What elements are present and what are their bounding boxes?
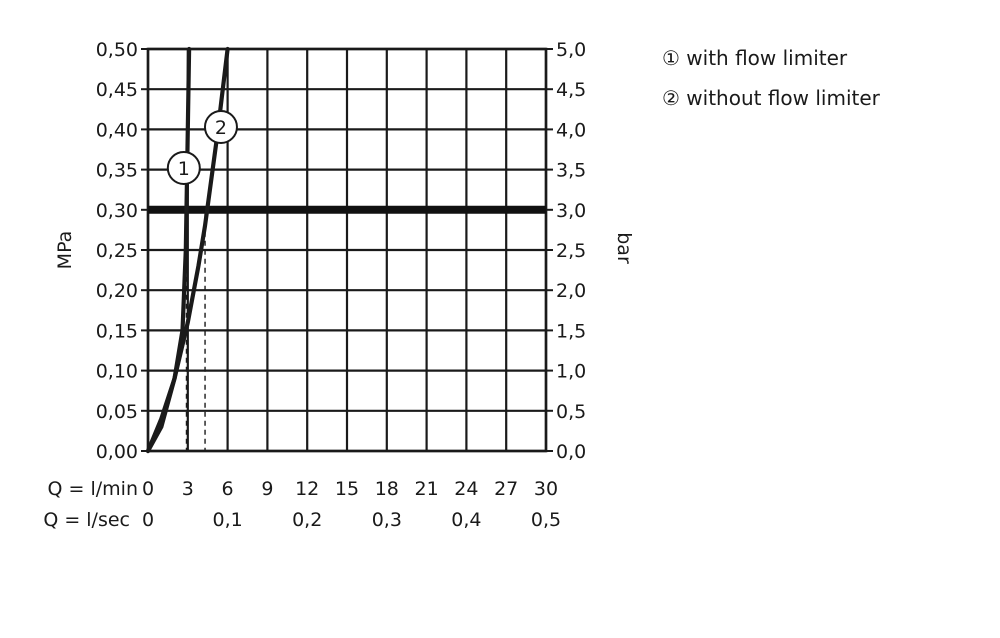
y-left-tick-label: 0,25 [96, 240, 138, 262]
curve-marker-circle-2 [203, 109, 238, 144]
y-left-tick-label: 0,10 [96, 361, 138, 383]
y-right-tick-label: 1,5 [556, 320, 586, 342]
y-left-tick-label: 0,05 [96, 401, 138, 423]
chart-grid [141, 47, 553, 453]
x-secondary-axis-label: Q = l/sec [43, 509, 130, 531]
y-right-tick-label: 2,5 [556, 240, 586, 262]
curve-marker-label-1: 1 [178, 158, 190, 180]
y-left-tick-label: 0,50 [96, 39, 138, 61]
y-left-tick-label: 0,35 [96, 160, 138, 182]
y-left-tick-label: 0,40 [96, 119, 138, 141]
y-right-tick-label: 2,0 [556, 280, 586, 302]
x-primary-axis-label: Q = l/min [48, 478, 138, 500]
y-right-tick-label: 0,5 [556, 401, 586, 423]
x-primary-tick-label: 3 [182, 478, 194, 500]
x-primary-tick-label: 6 [222, 478, 234, 500]
x-primary-tick-label: 0 [142, 478, 154, 500]
y-right-tick-label: 5,0 [556, 39, 586, 61]
curve-marker-circle-1 [166, 150, 201, 185]
x-secondary-tick-label: 0 [142, 509, 154, 531]
legend-entry-2-text: ② without flow limiter [662, 86, 880, 110]
x-primary-tick-label: 15 [335, 478, 359, 500]
x-primary-tick-label: 24 [454, 478, 478, 500]
legend-entry-1-text: ① with flow limiter [662, 46, 848, 70]
x-secondary-tick-label: 0,2 [292, 509, 322, 531]
x-primary-tick-label: 30 [534, 478, 558, 500]
curve-marker-label-2: 2 [215, 117, 227, 139]
plot-frame [146, 47, 548, 453]
series-line-1 [145, 46, 192, 454]
y-right-tick-label: 4,0 [556, 119, 586, 141]
y-right-tick-label: 1,0 [556, 361, 586, 383]
y-right-tick-label: 3,5 [556, 160, 586, 182]
y-left-axis-label: MPa [54, 231, 76, 270]
legend-entry-2: ② without flow limiter [662, 86, 880, 110]
legend-entry-1: ① with flow limiter [662, 46, 847, 70]
x-secondary-tick-label: 0,3 [372, 509, 402, 531]
y-left-tick-label: 0,00 [96, 441, 138, 463]
y-right-axis-label: bar [613, 232, 635, 264]
y-left-tick-label: 0,45 [96, 79, 138, 101]
chart-labels: 0,000,050,100,150,200,250,300,350,400,45… [43, 39, 635, 531]
x-primary-tick-label: 27 [494, 478, 518, 500]
x-primary-tick-label: 18 [375, 478, 399, 500]
y-left-tick-label: 0,20 [96, 280, 138, 302]
y-left-tick-label: 0,30 [96, 200, 138, 222]
x-primary-tick-label: 9 [261, 478, 273, 500]
series-line-2 [145, 46, 230, 454]
x-primary-tick-label: 12 [295, 478, 319, 500]
x-secondary-tick-label: 0,4 [451, 509, 481, 531]
x-secondary-tick-label: 0,5 [531, 509, 561, 531]
y-right-tick-label: 0,0 [556, 441, 586, 463]
x-primary-tick-label: 21 [415, 478, 439, 500]
y-right-tick-label: 3,0 [556, 200, 586, 222]
x-secondary-tick-label: 0,1 [212, 509, 242, 531]
y-left-tick-label: 0,15 [96, 320, 138, 342]
y-right-tick-label: 4,5 [556, 79, 586, 101]
chart-curves: 12 [145, 46, 546, 454]
